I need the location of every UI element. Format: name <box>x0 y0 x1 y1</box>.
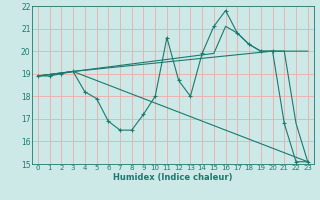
X-axis label: Humidex (Indice chaleur): Humidex (Indice chaleur) <box>113 173 233 182</box>
